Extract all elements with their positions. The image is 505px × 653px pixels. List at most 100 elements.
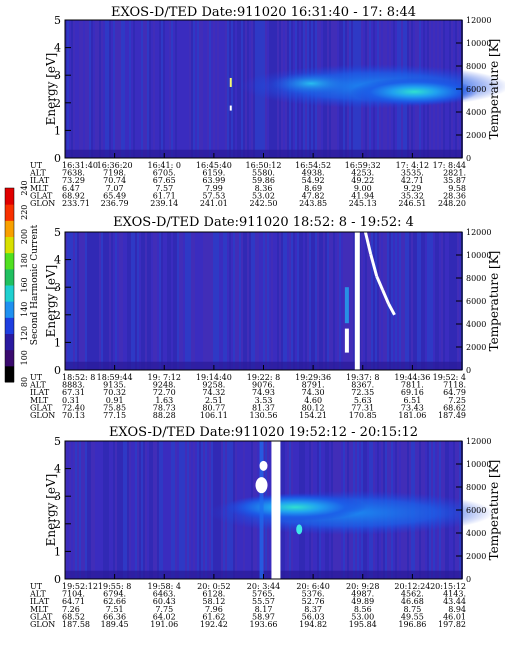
streak [81,20,83,158]
streak [175,232,177,370]
streak [305,232,307,370]
streak [87,441,89,579]
streak [169,20,171,158]
streak [205,441,207,579]
streak [227,232,229,370]
streak [315,232,317,370]
streak [73,441,75,579]
streak [97,20,99,158]
streak [203,20,205,158]
streak [127,441,129,579]
streak [109,441,111,579]
streak [251,232,253,370]
streak [75,20,77,158]
orbit-value: 80.12 [302,403,325,412]
orbit-value: 19:55: 8 [98,582,131,591]
white-trace [381,289,390,305]
streak [423,232,425,370]
orbit-value: 19:44:36 [394,373,430,382]
orbit-row-label: ILAT [30,388,50,397]
orbit-value: 4253. [351,169,374,178]
streak [75,232,77,370]
colorbar-segment [5,349,14,367]
streak [183,232,185,370]
orbit-value: 7118. [443,381,466,390]
streak [119,232,121,370]
streak [313,232,315,370]
orbit-value: 6794. [103,590,126,599]
orbit-value: 70.74 [103,176,126,185]
streak [231,232,233,370]
streak [207,232,209,370]
orbit-value: 18:52: 8 [62,373,95,382]
streak [103,20,105,158]
streak [297,232,299,370]
orbit-value: 4987. [351,590,374,599]
plasma-band-core [223,493,367,522]
orbit-value: 8.75 [403,605,421,614]
streak [261,232,263,370]
orbit-value: 68.92 [62,191,85,200]
streak [173,20,175,158]
white-trace [375,275,384,291]
streak [223,232,225,370]
orbit-value: 7.25 [448,396,466,405]
streak [177,441,179,579]
orbit-value: 53.00 [351,612,374,621]
streak [113,20,115,158]
orbit-row-label: GLON [30,411,55,420]
streak [83,441,85,579]
streak [159,232,161,370]
streak [169,232,171,370]
y-tick-label: 0 [54,364,61,377]
orbit-value: 19: 7:12 [148,373,181,382]
orbit-value: 19:14:40 [196,373,232,382]
y-right-axis-label: Temperature [K] [487,460,501,561]
orbit-value: 35.32 [401,191,424,200]
orbit-value: 193.66 [250,620,278,629]
colorbar-tick-label: 80 [20,377,29,387]
streak [167,20,169,158]
streak [445,232,447,370]
streak [65,232,67,370]
streak [211,20,213,158]
orbit-value: 4143. [443,590,466,599]
orbit-value: 68.62 [443,403,466,412]
streak [309,232,311,370]
streak [207,20,209,158]
y-axis-label: Energy [eV] [44,265,58,338]
streak [155,441,157,579]
streak [175,441,177,579]
streak [161,232,163,370]
streak [339,232,341,370]
streak [151,232,153,370]
orbit-value: 9.58 [448,184,466,193]
streak [187,20,189,158]
orbit-value: 74.30 [302,388,325,397]
orbit-value: 7.75 [155,605,173,614]
streak [137,232,139,370]
colorbar-tick-label: 180 [20,253,29,268]
orbit-value: 20: 0:52 [197,582,230,591]
streak [97,441,99,579]
streak [287,232,289,370]
streak [93,20,95,158]
orbit-value: 62.66 [103,597,126,606]
spectrogram-panel-2: EXOS-D/TED Date:911020 18:52: 8 - 19:52:… [29,215,501,420]
y-right-tick-label: 8000 [466,62,486,71]
orbit-value: 72.70 [153,388,176,397]
orbit-value: 47.82 [302,191,325,200]
streak [397,232,399,370]
streak [447,232,449,370]
streak [171,232,173,370]
streak [133,232,135,370]
streak [407,232,409,370]
streak [289,232,291,370]
orbit-value: 41.94 [351,191,374,200]
y-tick-label: 1 [54,545,61,558]
orbit-value: 20:15:12 [430,582,466,591]
orbit-value: 3.53 [255,396,273,405]
streak [95,20,97,158]
orbit-row-label: MLT [30,605,49,614]
orbit-value: 170.85 [349,411,377,420]
